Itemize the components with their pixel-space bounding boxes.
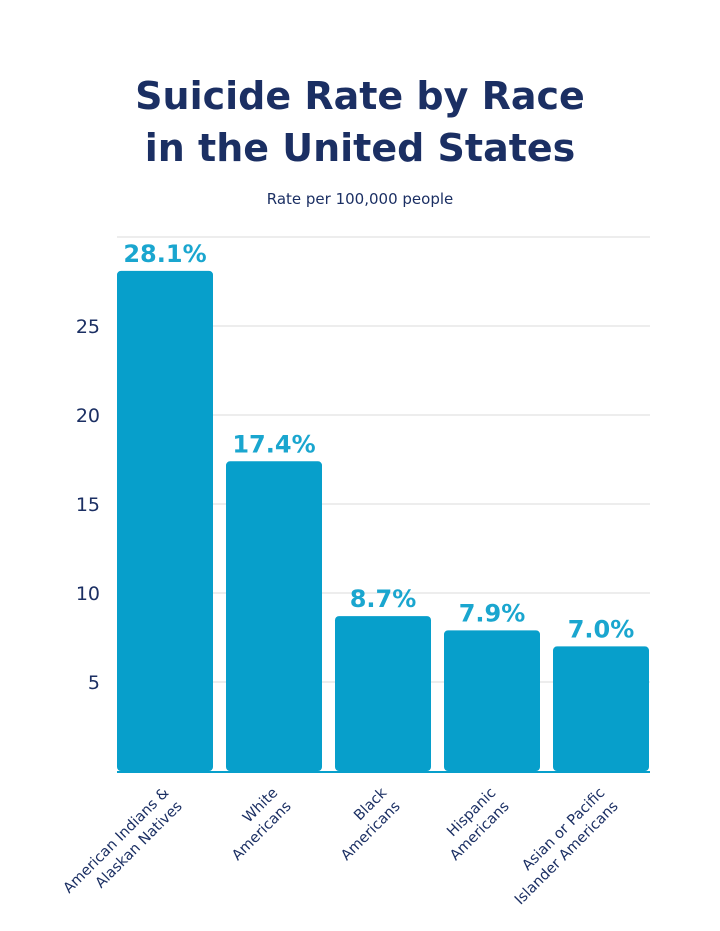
title-line-1: Suicide Rate by Race: [135, 74, 585, 118]
data-label: 17.4%: [232, 430, 315, 458]
y-tick-label: 10: [76, 583, 100, 605]
chart-title: Suicide Rate by Race in the United State…: [0, 70, 720, 174]
bar: [226, 461, 322, 771]
title-line-2: in the United States: [144, 126, 576, 170]
bar: [444, 630, 540, 771]
y-tick-label: 25: [76, 316, 100, 338]
data-label: 28.1%: [123, 240, 206, 268]
chart-subtitle: Rate per 100,000 people: [266, 190, 454, 208]
data-label: 7.0%: [568, 615, 635, 643]
x-tick-label: American Indians &Alaskan Natives: [61, 785, 186, 897]
y-tick-label: 20: [76, 405, 100, 427]
bar: [553, 646, 649, 771]
data-label: 7.9%: [459, 599, 526, 627]
y-tick-label: 5: [88, 672, 100, 694]
x-tick-label-line: American Indians &: [61, 785, 173, 897]
y-tick-label: 15: [76, 494, 100, 516]
data-label: 8.7%: [350, 585, 417, 613]
bar: [335, 616, 431, 771]
bar: [117, 270, 213, 771]
